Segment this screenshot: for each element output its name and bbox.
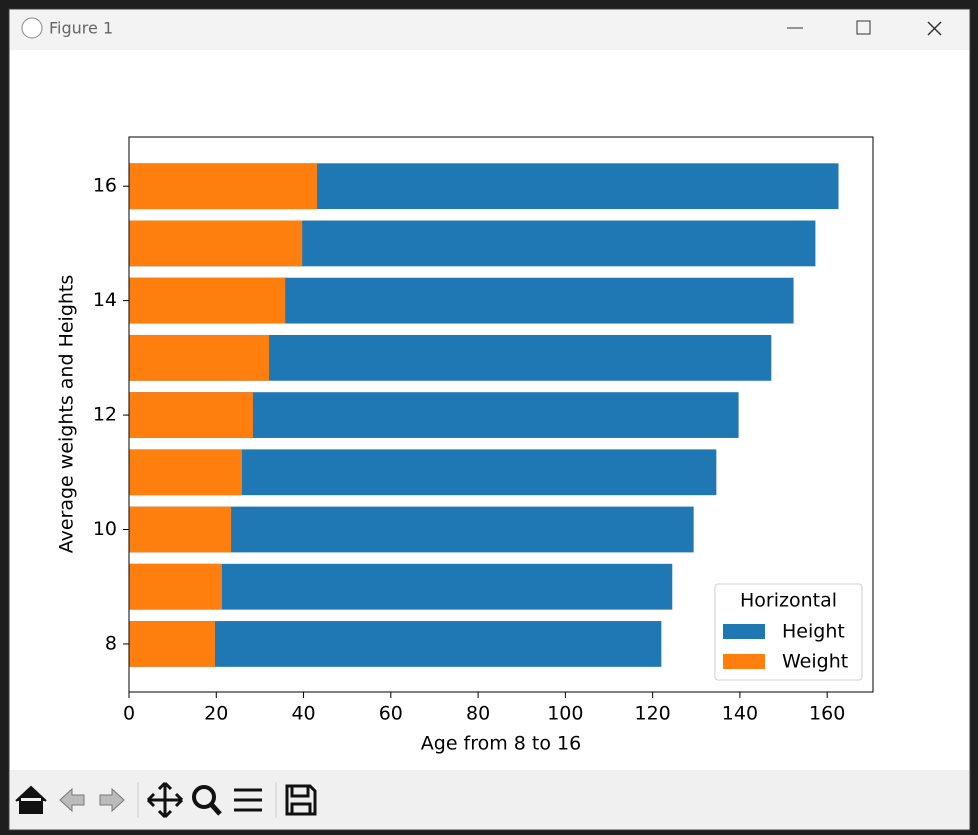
forward-button[interactable] (99, 787, 125, 813)
y-tick-label: 10 (93, 518, 117, 540)
save-button[interactable] (285, 784, 317, 816)
home-button[interactable] (15, 785, 47, 814)
x-tick-label: 120 (635, 703, 671, 725)
x-tick-label: 40 (291, 703, 315, 725)
bar (129, 277, 286, 324)
title-bar (10, 10, 969, 50)
bar (129, 506, 232, 553)
x-tick-label: 100 (547, 703, 583, 725)
x-tick-label: 140 (722, 703, 758, 725)
bar (129, 621, 662, 667)
y-tick-label: 14 (93, 289, 117, 311)
axes-frame (128, 136, 874, 693)
close-button[interactable] (927, 21, 942, 36)
window-title: Figure 1 (49, 19, 113, 38)
bar (129, 334, 270, 381)
y-tick-label: 12 (93, 404, 117, 426)
configure-button[interactable] (234, 788, 262, 812)
x-axis-label: Age from 8 to 16 (421, 733, 581, 755)
legend: Horizontal Height Weight (714, 583, 863, 681)
bar (129, 449, 243, 496)
bar (129, 563, 222, 610)
pan-button[interactable] (146, 781, 184, 819)
x-tick-label: 60 (379, 703, 403, 725)
x-tick-label: 0 (123, 703, 135, 725)
legend-swatch (723, 654, 765, 669)
legend-label: Height (782, 621, 845, 643)
back-button[interactable] (59, 787, 85, 813)
bar (129, 163, 318, 210)
y-axis-label: Average weights and Heights (56, 275, 78, 554)
bar (129, 220, 303, 267)
bar (129, 392, 253, 438)
legend-label: Weight (782, 651, 848, 673)
app-icon (21, 17, 43, 39)
x-tick-label: 20 (204, 703, 228, 725)
bar (129, 621, 215, 667)
y-tick-label: 8 (105, 632, 117, 654)
legend-title: Horizontal (740, 590, 837, 612)
x-tick-label: 80 (466, 703, 490, 725)
y-tick-label: 16 (93, 175, 117, 197)
maximize-button[interactable] (856, 20, 871, 35)
zoom-button[interactable] (192, 785, 222, 816)
x-tick-label: 160 (809, 703, 845, 725)
legend-swatch (723, 624, 765, 639)
plot: 0 20 40 60 80 100 120 140 160 8 10 12 14 16 Horizontal… (93, 163, 863, 725)
